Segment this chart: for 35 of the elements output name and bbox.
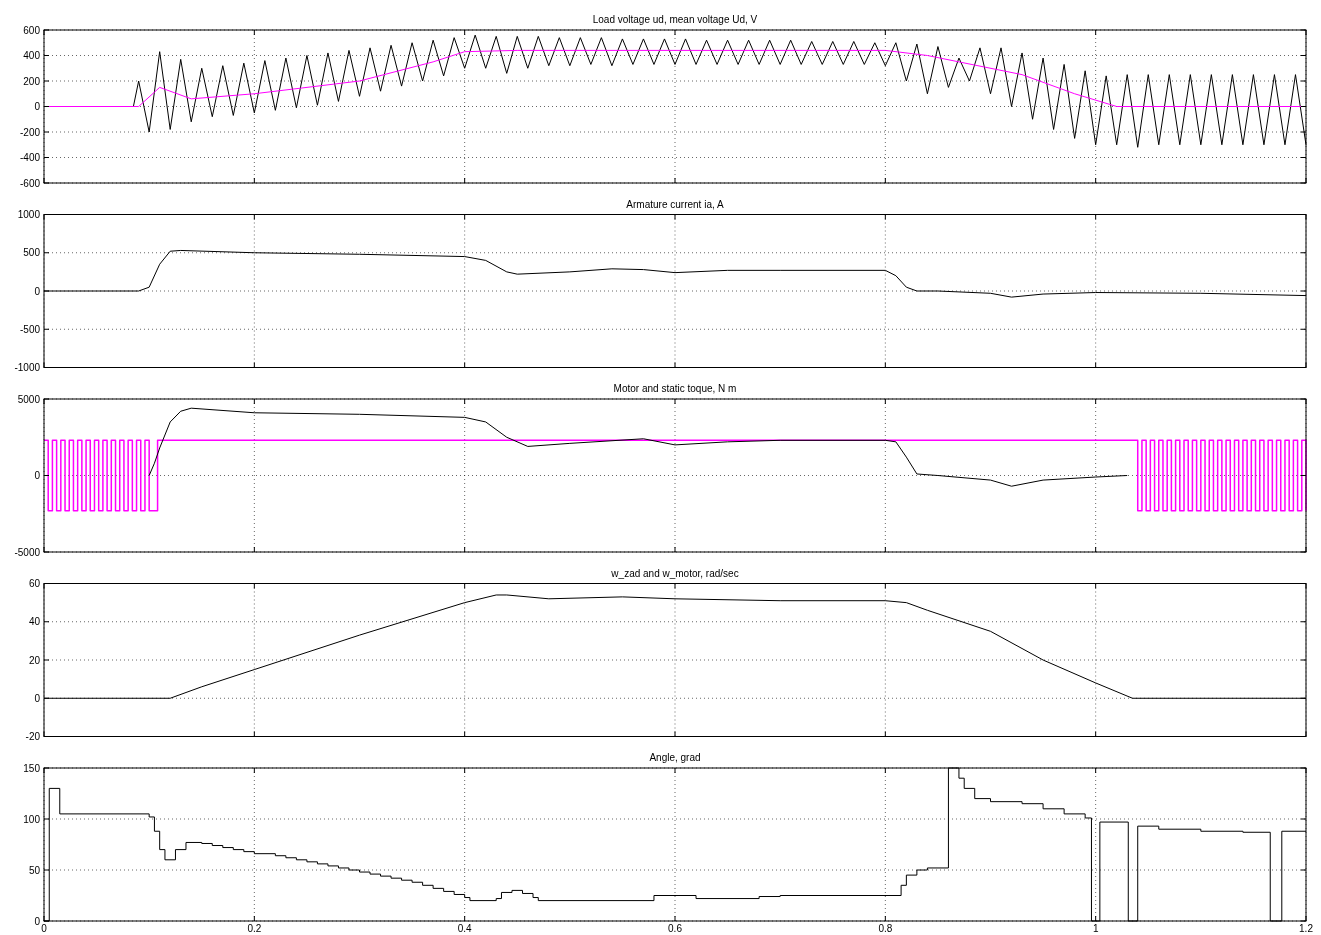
y-tick-label: -400 — [19, 152, 41, 163]
chart-title: Motor and static toque, N m — [613, 383, 737, 394]
y-tick-label: -20 — [25, 731, 41, 742]
x-tick-label: 0.2 — [247, 923, 262, 934]
y-tick-label: 400 — [23, 50, 41, 61]
x-tick-label: 0.8 — [878, 923, 893, 934]
y-tick-label: 150 — [23, 762, 41, 774]
y-tick-label: 40 — [28, 616, 41, 628]
y-tick-label: 0 — [34, 692, 41, 704]
chart-title: Load voltage ud, mean voltage Ud, V — [592, 14, 758, 25]
chart-title: w_zad and w_motor, rad/sec — [610, 567, 739, 579]
y-tick-label: 100 — [23, 813, 41, 825]
y-tick-label: 20 — [28, 654, 41, 666]
y-tick-label: -1000 — [14, 362, 41, 373]
chart-title: Angle, grad — [649, 752, 701, 763]
x-tick-label: 0.4 — [457, 923, 473, 934]
y-tick-label: 200 — [23, 75, 41, 87]
y-tick-label: 0 — [34, 285, 41, 297]
y-tick-label: -5000 — [14, 546, 41, 558]
x-tick-label: 1.2 — [1299, 923, 1314, 934]
y-tick-label: -500 — [19, 323, 41, 335]
y-tick-label: -200 — [19, 126, 41, 138]
y-tick-label: 1000 — [17, 209, 41, 220]
x-tick-label: 1 — [1092, 923, 1099, 934]
y-tick-label: 600 — [23, 24, 41, 36]
y-tick-label: 500 — [23, 247, 41, 259]
y-tick-label: 50 — [28, 864, 41, 876]
y-tick-label: -600 — [19, 177, 41, 189]
y-tick-label: 60 — [28, 578, 41, 589]
y-tick-label: 0 — [34, 470, 41, 481]
x-tick-label: 0 — [41, 923, 48, 934]
chart-title: Armature current ia, A — [626, 198, 724, 210]
y-tick-label: 5000 — [17, 393, 41, 405]
y-tick-label: 0 — [34, 101, 41, 112]
x-tick-label: 0.6 — [668, 923, 683, 934]
